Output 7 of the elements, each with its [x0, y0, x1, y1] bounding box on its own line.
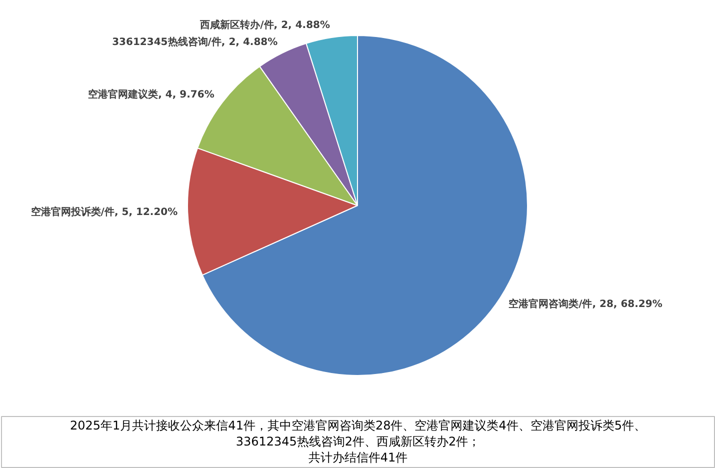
- slice-label: 西咸新区转办/件, 2, 4.88%: [199, 19, 330, 32]
- text: 2025年1月共计接收公众来信41件，其中空港官网咨询类28件、空港官网建议类4件、空港官网投诉类5件、33612345热线咨询2件、西咸新区转办2件；: [70, 418, 646, 448]
- slice-label: 空港官网建议类, 4, 9.76%: [88, 88, 214, 101]
- slice-label: 空港官网投诉类/件, 5, 12.20%: [30, 206, 178, 218]
- slice-label: 空港官网咨询类/件, 28, 68.29%: [508, 298, 662, 310]
- slice-label: 33612345热线咨询/件, 2, 4.88%: [112, 36, 278, 48]
- text: 共计办结信件41件: [308, 450, 408, 464]
